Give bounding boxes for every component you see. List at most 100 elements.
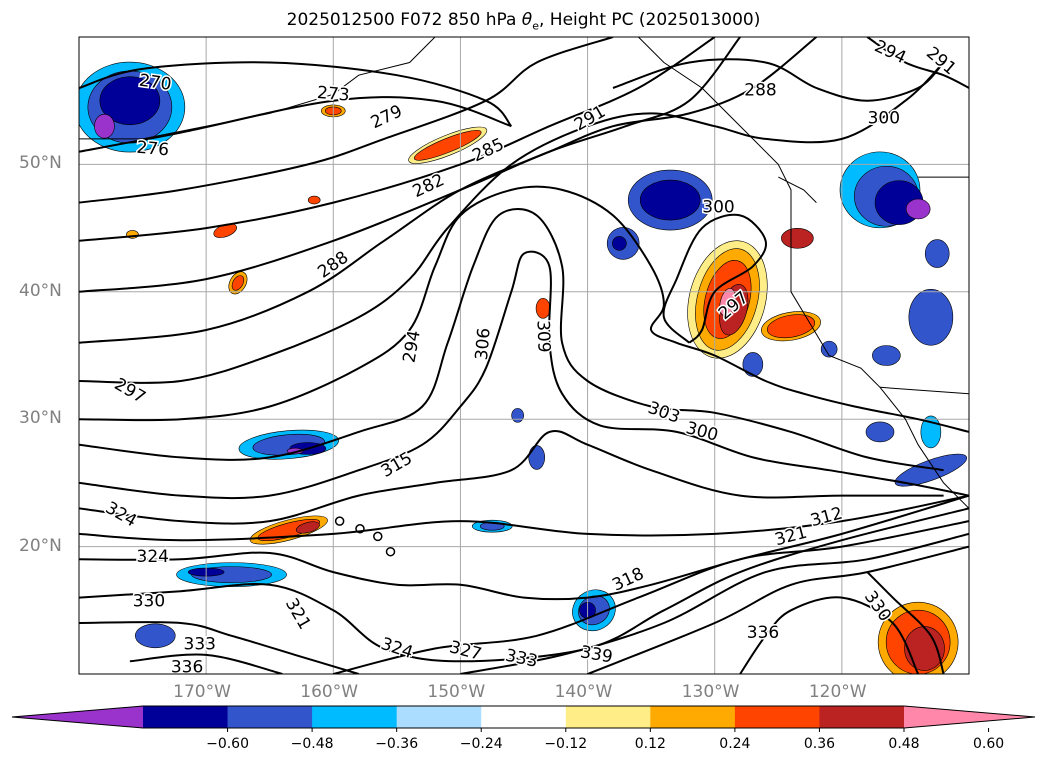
contour-label: 333: [184, 635, 216, 655]
anomaly-blob: [924, 239, 950, 268]
colorbar-tick-label: 0.60: [973, 736, 1004, 752]
colorbar: −0.60 −0.48 −0.36 −0.24 −0.12 0.12 0.24 0.36 0.4…: [11, 705, 1036, 752]
theta-e-contour: [79, 621, 359, 674]
colorbar-segment: [734, 706, 820, 728]
theta-e-contour: [79, 185, 969, 433]
contour-label: 300: [868, 109, 900, 129]
lon-tick-label: 160°W: [300, 682, 359, 702]
anomaly-blob: [766, 314, 816, 339]
colorbar-extend-high: [904, 706, 1035, 728]
theta-e-contour: [866, 571, 945, 674]
colorbar-tick-label: 0.12: [635, 736, 666, 752]
theta-e-contour: [79, 507, 969, 663]
theta-e-contour: [79, 494, 969, 542]
lon-tick-label: 150°W: [427, 682, 486, 702]
colorbar-tick-label: −0.24: [460, 736, 503, 752]
contour-label: 288: [744, 81, 776, 101]
theta-e-contour: [79, 96, 512, 153]
anomaly-blob: [719, 288, 736, 316]
theta-e-contour: [79, 250, 969, 500]
coastline: [638, 37, 969, 509]
coastline: [79, 37, 436, 140]
theta-e-contour: [866, 37, 969, 89]
coastlines: [79, 37, 969, 557]
coastline: [778, 176, 817, 203]
theta-e-contour: [662, 213, 767, 344]
anomaly-blob: [639, 179, 701, 221]
theta-e-contour: [333, 520, 969, 674]
colorbar-segment: [650, 706, 736, 728]
anomaly-blob: [528, 445, 546, 470]
colorbar-segment: [396, 706, 482, 728]
colorbar-segment: [143, 706, 229, 728]
lat-tick-label: 30°N: [19, 408, 62, 429]
plot-frame: [78, 36, 970, 675]
theta-e-contours: [79, 37, 969, 674]
anomaly-blob: [511, 408, 524, 423]
anomaly-blob: [820, 340, 838, 358]
anomaly-blob: [904, 626, 945, 671]
colorbar-segment: [565, 706, 651, 728]
colorbar-segment: [312, 706, 398, 728]
theta-e-contour: [587, 545, 969, 674]
contour-label: 309: [533, 320, 554, 353]
colorbar-tick-label: −0.36: [375, 736, 418, 752]
chart-title: 2025012500 F072 850 hPa θe, Height PC (2…: [286, 10, 761, 33]
colorbar-segment: [481, 706, 567, 728]
contour-label: 336: [747, 623, 779, 643]
anomaly-blob: [94, 113, 115, 139]
colorbar-segment: [819, 706, 905, 728]
colorbar-tick-label: 0.36: [804, 736, 835, 752]
island-outline: [385, 546, 396, 557]
theta-e-contour: [79, 61, 945, 384]
theta-e-contour: [79, 37, 716, 242]
anomaly-blob: [535, 298, 551, 319]
anomaly-blob: [413, 130, 482, 161]
theta-e-contour: [739, 596, 920, 674]
lon-tick-label: 140°W: [554, 682, 613, 702]
anomaly-blob: [781, 227, 814, 249]
lon-tick-label: 120°W: [808, 682, 867, 702]
anomaly-blob: [894, 453, 968, 487]
anomaly-blob: [231, 275, 245, 291]
lat-tick-label: 40°N: [19, 280, 62, 301]
theta-e-contour: [612, 58, 945, 102]
lon-tick-label: 170°W: [173, 682, 231, 702]
gridlines: [79, 37, 969, 674]
colorbar-tick-label: 0.48: [888, 736, 919, 752]
contour-label: 336: [171, 658, 203, 678]
theta-e-contour: [460, 532, 969, 674]
theta-e-contour: [129, 653, 283, 674]
anomaly-blob: [908, 288, 954, 346]
anomaly-blob: [134, 623, 176, 649]
colorbar-segment: [227, 706, 313, 728]
theta-e-contour: [79, 429, 944, 525]
colorbar-tick-label: −0.60: [206, 736, 249, 752]
anomaly-blob: [99, 76, 161, 125]
colorbar-tick-label: −0.48: [291, 736, 334, 752]
colorbar-tick-label: −0.12: [544, 736, 587, 752]
colorbar-tick-label: 0.24: [719, 736, 750, 752]
lon-tick-label: 130°W: [681, 682, 740, 702]
contour-label: 300: [702, 198, 734, 218]
anomaly-blob: [865, 421, 895, 443]
anomaly-blob: [612, 236, 627, 251]
colorbar-extend-low: [12, 706, 143, 728]
contour-label: 306: [472, 327, 495, 361]
anomaly-blob: [872, 345, 901, 366]
theta-e-contour: [79, 37, 614, 204]
anomaly-blob: [742, 352, 764, 377]
anomaly-blob: [905, 198, 931, 220]
island-outline: [334, 516, 345, 526]
island-outline: [355, 524, 365, 534]
island-outline: [373, 531, 383, 542]
anomaly-blob: [295, 521, 320, 534]
theta-e-contour: [79, 494, 969, 601]
coastline: [879, 386, 969, 395]
contour-label: 330: [133, 591, 165, 611]
anomaly-blob: [307, 195, 321, 205]
colorbar-outline: [11, 705, 1036, 729]
contour-label: 276: [136, 138, 170, 161]
theta-e-contour: [79, 208, 944, 472]
